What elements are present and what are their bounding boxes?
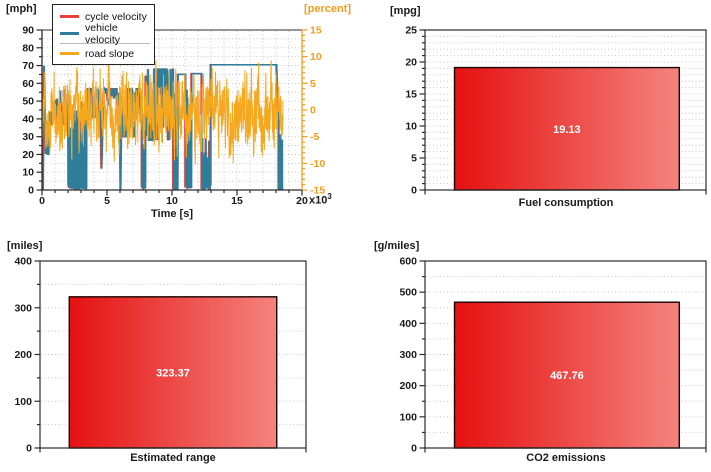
legend-item-cycle-velocity[interactable]: cycle velocity: [60, 8, 150, 25]
value-bar: [453, 301, 681, 449]
y-tick-label: 25: [405, 25, 417, 37]
x-axis-exponent-label: x103: [309, 192, 332, 207]
mph-tick-label: 10: [22, 167, 34, 179]
fuel-consumption-title: Fuel consumption: [518, 197, 614, 209]
y-tick-label: 300: [399, 349, 417, 361]
legend-label: road slope: [85, 47, 135, 60]
y-tick-label: 5: [411, 153, 417, 165]
mpg-axis-unit-label: [mpg]: [390, 5, 421, 17]
mph-tick-label: 20: [22, 149, 34, 161]
y-tick-label: 600: [399, 256, 417, 268]
estimated-range-chart: 0 100 200 300 400 323.37: [14, 256, 307, 455]
y-tick-label: 200: [399, 380, 417, 392]
y-tick-label: 500: [399, 287, 417, 299]
y-tick-label: 0: [411, 443, 417, 455]
legend-label: vehicle velocity: [85, 21, 121, 46]
mph-tick-label: 50: [22, 96, 34, 108]
mph-tick-label: 40: [22, 113, 34, 125]
y-tick-label: 400: [14, 256, 32, 268]
co2-emissions-title: CO2 emissions: [526, 452, 606, 464]
percent-tick-label: -5: [310, 131, 319, 143]
bar-value-label: 19.13: [553, 124, 581, 136]
percent-tick-label: 0: [310, 105, 316, 117]
y-tick-label: 0: [411, 185, 417, 197]
legend-separator: [60, 43, 150, 44]
legend: cycle velocity vehicle velocity road slo…: [52, 4, 155, 65]
time-tick-label: 20: [296, 195, 308, 207]
time-tick-label: 15: [231, 195, 243, 207]
mph-tick-label: 80: [22, 42, 34, 54]
y-tick-label: 20: [405, 57, 417, 69]
mph-axis-unit-label: [mph]: [6, 3, 37, 15]
bar-chart-body: 0 100 200 300 400 500 600 467.76: [399, 256, 707, 455]
legend-item-vehicle-velocity[interactable]: vehicle velocity: [60, 22, 150, 46]
value-bar: [68, 296, 278, 449]
mph-tick-label: 0: [28, 185, 34, 197]
gmiles-axis-unit-label: [g/miles]: [374, 240, 420, 252]
y-tick-label: 10: [405, 121, 417, 133]
fuel-consumption-chart: 0 5 10 15 20 25 19.13: [405, 25, 707, 197]
bar-value-label: 323.37: [156, 367, 190, 379]
y-tick-label: 300: [14, 302, 32, 314]
vehicle-velocity-swatch-icon: [60, 32, 79, 35]
time-tick-label: 10: [166, 195, 178, 207]
mph-tick-label: 30: [22, 131, 34, 143]
y-tick-label: 100: [399, 411, 417, 423]
mph-tick-label: 60: [22, 78, 34, 90]
y-tick-label: 15: [405, 89, 417, 101]
time-tick-label: 0: [39, 195, 45, 207]
percent-tick-label: 15: [310, 25, 322, 37]
bar-value-label: 467.76: [550, 370, 584, 382]
bar-chart-body: 0 100 200 300 400 323.37: [14, 256, 307, 455]
mph-tick-label: 90: [22, 25, 34, 37]
legend-item-road-slope[interactable]: road slope: [60, 45, 150, 62]
percent-tick-label: 10: [310, 51, 322, 63]
time-axis-label: Time [s]: [151, 208, 193, 220]
road-slope-swatch-icon: [60, 52, 79, 55]
legend-label: cycle velocity: [85, 10, 147, 23]
mph-tick-label: 70: [22, 60, 34, 72]
percent-axis-unit-label: [percent]: [304, 3, 352, 15]
y-tick-label: 0: [26, 443, 32, 455]
y-tick-label: 200: [14, 349, 32, 361]
estimated-range-title: Estimated range: [130, 452, 216, 464]
cycle-velocity-swatch-icon: [60, 15, 79, 18]
series-group: [42, 60, 284, 190]
co2-emissions-chart: 0 100 200 300 400 500 600 467.76: [399, 256, 707, 455]
road-slope-line: [42, 60, 284, 165]
percent-tick-label: 5: [310, 78, 316, 90]
value-bar: [453, 66, 681, 191]
percent-tick-label: -10: [310, 158, 325, 170]
plot-frame: [424, 29, 707, 191]
miles-axis-unit-label: [miles]: [7, 240, 43, 252]
bar-chart-body: 0 5 10 15 20 25 19.13: [405, 25, 707, 197]
time-tick-label: 5: [104, 195, 110, 207]
y-tick-label: 400: [399, 318, 417, 330]
percent-tick-label: -15: [310, 185, 325, 197]
y-tick-label: 100: [14, 396, 32, 408]
